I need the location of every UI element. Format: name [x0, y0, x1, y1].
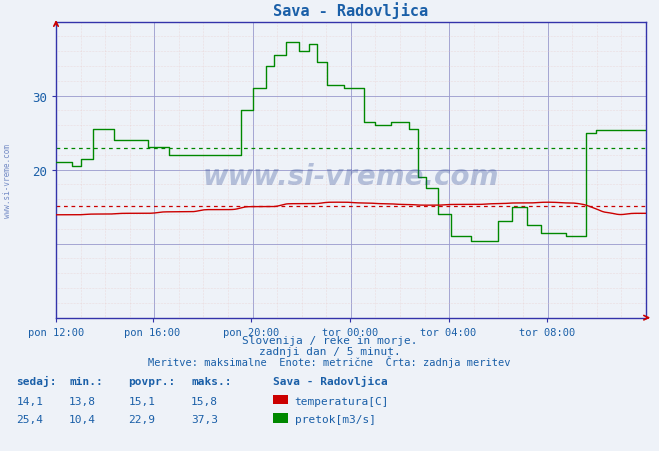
- Text: Sava - Radovljica: Sava - Radovljica: [273, 375, 388, 386]
- Text: temperatura[C]: temperatura[C]: [295, 396, 389, 405]
- Text: 25,4: 25,4: [16, 414, 43, 423]
- Text: 37,3: 37,3: [191, 414, 218, 423]
- Text: 22,9: 22,9: [129, 414, 156, 423]
- Text: Slovenija / reke in morje.: Slovenija / reke in morje.: [242, 335, 417, 345]
- Text: 15,8: 15,8: [191, 396, 218, 405]
- Title: Sava - Radovljica: Sava - Radovljica: [273, 2, 428, 18]
- Text: 13,8: 13,8: [69, 396, 96, 405]
- Text: 15,1: 15,1: [129, 396, 156, 405]
- Text: www.si-vreme.com: www.si-vreme.com: [203, 162, 499, 190]
- Text: 14,1: 14,1: [16, 396, 43, 405]
- Text: maks.:: maks.:: [191, 376, 231, 386]
- Text: min.:: min.:: [69, 376, 103, 386]
- Text: www.si-vreme.com: www.si-vreme.com: [3, 143, 13, 217]
- Text: sedaj:: sedaj:: [16, 375, 57, 386]
- Text: Meritve: maksimalne  Enote: metrične  Črta: zadnja meritev: Meritve: maksimalne Enote: metrične Črta…: [148, 355, 511, 367]
- Text: pretok[m3/s]: pretok[m3/s]: [295, 414, 376, 423]
- Text: povpr.:: povpr.:: [129, 376, 176, 386]
- Text: zadnji dan / 5 minut.: zadnji dan / 5 minut.: [258, 346, 401, 356]
- Text: 10,4: 10,4: [69, 414, 96, 423]
